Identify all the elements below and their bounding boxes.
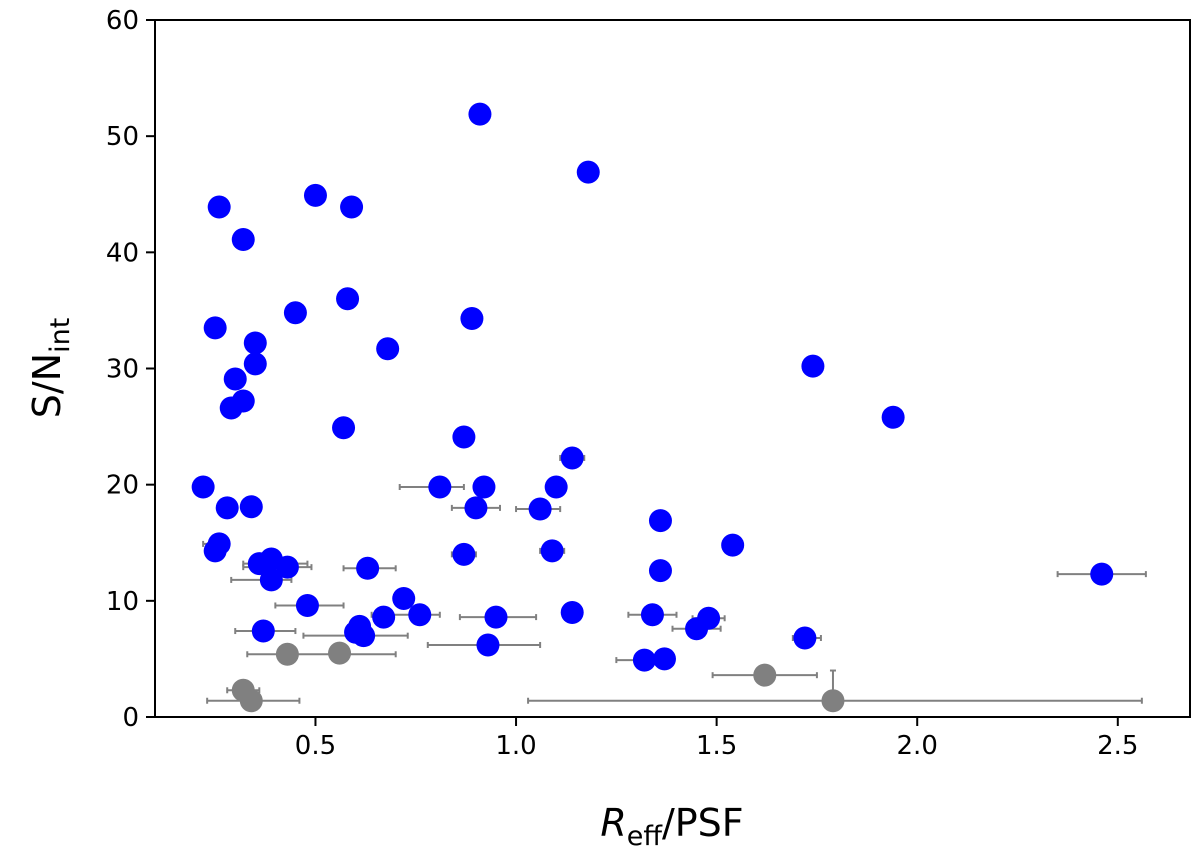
blue-data-point [336, 287, 360, 311]
blue-data-point [472, 475, 496, 499]
blue-data-point [239, 495, 263, 519]
x-axis-title-sub: eff [627, 821, 664, 852]
blue-data-point [332, 416, 356, 440]
blue-data-point [223, 367, 247, 391]
blue-data-point [793, 626, 817, 650]
blue-data-point [801, 354, 825, 378]
blue-data-point [340, 195, 364, 219]
y-tick-label: 10 [106, 587, 139, 617]
blue-data-point [376, 337, 400, 361]
x-tick-label: 2.0 [897, 731, 938, 761]
blue-data-point [576, 160, 600, 184]
x-tick-label: 2.5 [1097, 731, 1138, 761]
y-tick-label: 0 [122, 703, 139, 733]
y-axis-title-sub: int [45, 318, 76, 353]
blue-data-point [283, 301, 307, 325]
y-axis-title-main: S/N [25, 353, 69, 418]
blue-data-point [484, 605, 508, 629]
blue-data-point [352, 624, 376, 648]
blue-data-point [452, 542, 476, 566]
gray-data-point [753, 663, 777, 687]
blue-data-point [464, 496, 488, 520]
blue-data-point [652, 647, 676, 671]
gray-data-point [328, 641, 352, 665]
blue-data-point [295, 593, 319, 617]
blue-data-point [648, 509, 672, 533]
x-tick-label: 0.5 [295, 731, 336, 761]
blue-data-point [203, 539, 227, 563]
blue-data-point [640, 603, 664, 627]
blue-data-point [721, 533, 745, 557]
blue-data-point [1090, 562, 1114, 586]
blue-data-point [392, 587, 416, 611]
x-axis-title: Reff/PSF [600, 801, 743, 852]
blue-data-point [452, 425, 476, 449]
y-tick-label: 30 [106, 355, 139, 385]
blue-data-point [468, 102, 492, 126]
x-tick-label: 1.0 [495, 731, 536, 761]
x-axis-title-main: R [600, 801, 626, 845]
blue-data-point [219, 396, 243, 420]
blue-data-point [303, 183, 327, 207]
data-points-layer [191, 102, 1114, 713]
blue-data-point [540, 539, 564, 563]
blue-data-point [259, 568, 283, 592]
blue-data-point [275, 555, 299, 579]
gray-data-point [275, 642, 299, 666]
y-tick-label: 60 [106, 6, 139, 36]
y-axis-title: S/Nint [25, 318, 76, 419]
y-tick-label: 40 [106, 238, 139, 268]
blue-data-point [207, 195, 231, 219]
blue-data-point [528, 497, 552, 521]
blue-data-point [632, 648, 656, 672]
blue-data-point [203, 316, 227, 340]
blue-data-point [428, 475, 452, 499]
blue-data-point [560, 446, 584, 470]
blue-data-point [243, 352, 267, 376]
axes-layer: 0.5 1.0 1.5 2.0 2.5 0 10 20 30 40 50 60 [106, 6, 1139, 761]
blue-data-point [231, 228, 255, 252]
gray-data-point [239, 689, 263, 713]
blue-data-point [372, 605, 396, 629]
y-tick-label: 50 [106, 122, 139, 152]
blue-data-point [243, 331, 267, 355]
blue-data-point [408, 603, 432, 627]
x-axis-title-rest: /PSF [662, 801, 744, 845]
blue-data-point [460, 307, 484, 331]
blue-data-point [648, 559, 672, 583]
blue-data-point [685, 617, 709, 641]
y-tick-label: 20 [106, 471, 139, 501]
x-tick-label: 1.5 [696, 731, 737, 761]
blue-data-point [476, 633, 500, 657]
blue-data-point [215, 496, 239, 520]
blue-data-point [560, 600, 584, 624]
blue-data-point [191, 475, 215, 499]
blue-data-point [544, 475, 568, 499]
blue-data-point [881, 405, 905, 429]
gray-data-point [821, 689, 845, 713]
error-bars-layer [202, 454, 1147, 704]
blue-data-point [251, 619, 275, 643]
blue-data-point [356, 556, 380, 580]
